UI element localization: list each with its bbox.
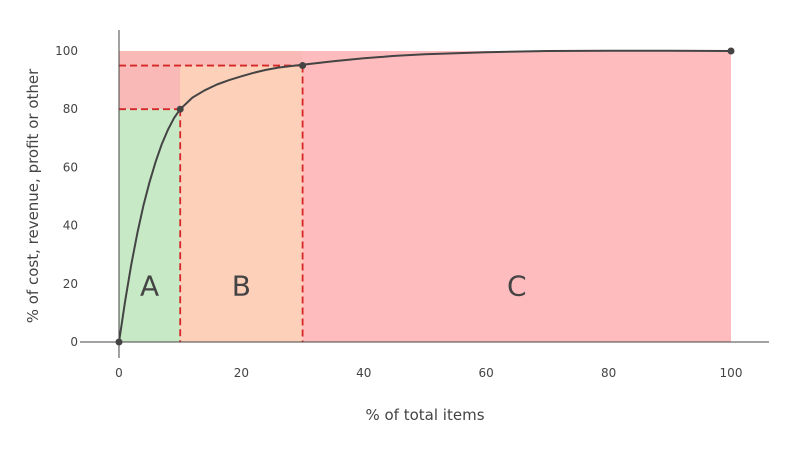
y-tick-label: 100 [55, 44, 78, 58]
x-tick-label: 60 [479, 366, 494, 380]
curve-point-marker [115, 338, 123, 346]
y-tick-label: 80 [63, 102, 78, 116]
tick-label-layer: 0 20 40 60 80 100 0 20 40 60 80 100 [55, 44, 742, 380]
zone-label-layer: A B C [140, 269, 527, 302]
y-tick-label: 60 [63, 160, 78, 174]
zone-c-label: C [507, 269, 527, 302]
zone-a-label: A [140, 269, 159, 302]
x-axis-title: % of total items [365, 406, 484, 424]
marker-layer [115, 47, 735, 346]
curve-point-marker [176, 105, 184, 113]
zone-layer [119, 51, 731, 343]
zone-c-area [302, 51, 731, 342]
x-tick-label: 100 [720, 366, 743, 380]
zone-b-label: B [232, 269, 251, 302]
x-tick-label: 40 [356, 366, 371, 380]
cumulative-curve [118, 49, 732, 343]
curve-point-marker [727, 47, 735, 55]
threshold-dash-layer [119, 64, 304, 342]
y-tick-label: 40 [63, 219, 78, 233]
zone-b-area [180, 65, 303, 343]
x-tick-label: 0 [115, 366, 123, 380]
zone-a-area [119, 109, 181, 342]
y-tick-label: 20 [63, 277, 78, 291]
axis-layer [80, 30, 769, 358]
y-axis-title: % of cost, revenue, profit or other [24, 68, 42, 323]
y-tick-label: 0 [70, 335, 78, 349]
curve-layer [118, 49, 732, 343]
x-tick-label: 20 [234, 366, 249, 380]
curve-point-marker [299, 62, 307, 70]
x-tick-label: 80 [601, 366, 616, 380]
